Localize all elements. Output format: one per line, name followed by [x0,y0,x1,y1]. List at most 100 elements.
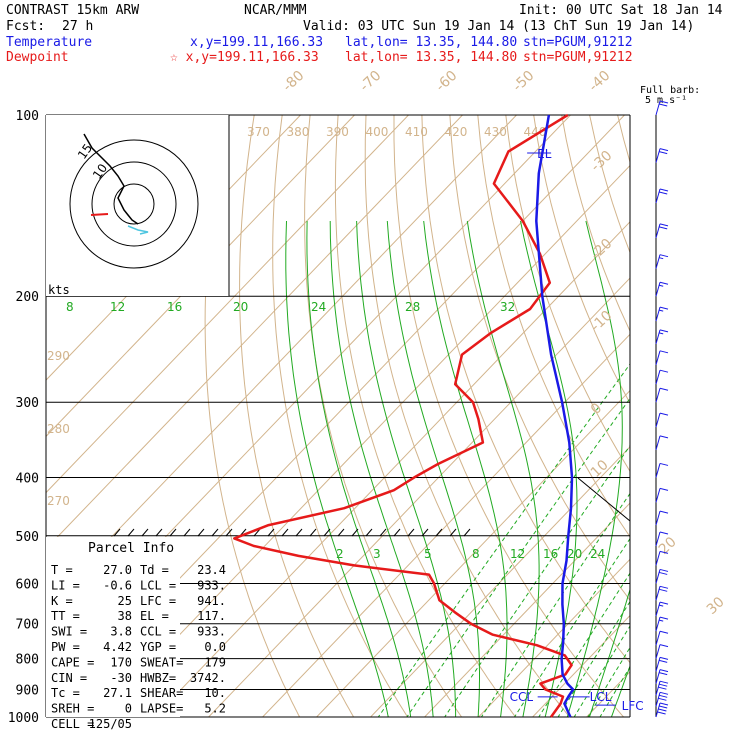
theta-label-left: 280 [47,422,70,436]
isotherm-line [423,502,630,717]
mixing-ratio-line [406,397,630,717]
dry-adiabat-line [646,115,740,730]
parcel-info-value: 5.2 [204,702,226,716]
wind-barb-flag [659,694,668,698]
wind-barb-flag [659,254,669,258]
parcel-info-value: 3.8 [110,625,132,639]
lfc-label: LFC [622,699,644,713]
dry-adiabat-line [617,115,630,164]
freezing-hatch [155,528,163,537]
freezing-hatch [141,528,149,537]
dry-adiabat-line [477,115,630,538]
dry-adiabat-line [449,115,630,602]
dry-adiabat-line [729,115,740,730]
isotherm-label: -70 [357,68,385,95]
wind-barb-half [659,604,664,607]
parcel-info-key: EL = [140,609,169,623]
parcel-info-key: CCL = [140,625,176,639]
mixing-ratio-line [557,600,630,717]
wind-barb [655,370,661,385]
mixing-ratio-label: 28 [405,300,420,314]
wind-barb-flag [659,387,669,391]
pressure-tick-label: 500 [16,530,39,545]
parcel-info-value: 38 [118,609,132,623]
hodograph-ring [91,161,177,247]
wind-barb-flag [659,369,669,373]
pressure-tick-label: 800 [16,653,39,668]
parcel-info-title: Parcel Info [88,541,174,556]
header-center: NCAR/MMM [244,3,307,18]
parcel-info-key: CAPE = [51,655,94,669]
parcel-info-key: LCL = [140,578,176,592]
wind-barb [655,692,661,707]
pressure-tick-label: 700 [16,618,39,633]
parcel-info-key: TT = [51,609,80,623]
freezing-hatch [337,528,345,537]
wind-barb [655,586,661,601]
wind-barb-flag [658,697,667,701]
theta-label: 370 [247,125,270,139]
wind-barb-half [659,257,664,260]
theta-label-left: 270 [47,494,70,508]
wind-barb-flag [659,601,669,605]
parcel-info-key: LFC = [140,594,176,608]
ccl-label: CCL [510,690,534,704]
wind-barb [655,350,661,365]
parcel-info-key: Tc = [51,686,80,700]
wind-barb-flag [659,550,669,554]
dry-adiabat-line [674,115,740,730]
parcel-info-key: K = [51,594,73,608]
wind-barb [655,254,661,269]
parcel-info-key: HWBZ= [140,671,176,685]
legend-temperature-label: Temperature [6,35,93,50]
parcel-info-value: 0.0 [204,640,226,654]
mixing-ratio-label: 20 [567,547,582,561]
dry-adiabat-line [505,115,630,473]
freezing-hatch [113,528,121,537]
wind-barb-half [659,619,664,622]
wind-barb [655,681,661,696]
wind-barb-half [659,309,664,312]
theta-label: 410 [405,125,428,139]
mixing-ratio-line [573,625,630,717]
pressure-tick-label: 300 [16,396,39,411]
freezing-hatch [351,528,359,537]
wind-barb-flag [659,531,669,535]
wind-barb [655,602,661,617]
skewt-profiles: EL CCL LCL LFC [233,113,644,718]
frame-corner [577,477,631,522]
mixing-ratio-line [444,444,630,717]
parcel-info-key: PW = [51,640,80,654]
wind-barb [655,669,661,684]
isotherm-label: -40 [586,68,614,95]
wind-barb-flag [659,226,668,230]
freezing-hatch [295,528,303,537]
wind-barb-flag [659,630,669,634]
mixing-ratio-label: 12 [110,300,125,314]
wind-barb-flag [659,672,668,676]
theta-label: 440 [524,125,547,139]
wind-barb [655,223,661,239]
mixing-ratio-line [587,646,630,717]
barb-scale-label: Full barb: [640,85,701,96]
wind-barb-flag [659,191,668,195]
wind-barb [655,488,661,503]
wind-barb [655,435,661,451]
wind-barb [655,282,661,297]
mixing-ratio-label: 8 [472,547,480,561]
isotherm-line [682,115,740,730]
parcel-info-value: 23.4 [197,563,226,577]
legend-dewpoint-xy: ☆ x,y=199.11,166.33 [170,50,319,65]
isotherm-label: -60 [433,68,461,95]
isotherm-label: -30 [588,148,616,175]
wind-barb-flag [659,487,669,491]
wind-barb [655,631,661,646]
pressure-tick-label: 200 [16,290,39,305]
wind-barb [655,531,661,547]
legend-dewpoint-station: stn=PGUM,91212 [523,50,633,65]
freezing-hatch [449,528,457,537]
mixing-ratio-label: 24 [311,300,326,314]
isotherm-line [153,221,630,717]
wind-barb [655,148,661,163]
parcel-info-value: 27.0 [103,563,132,577]
